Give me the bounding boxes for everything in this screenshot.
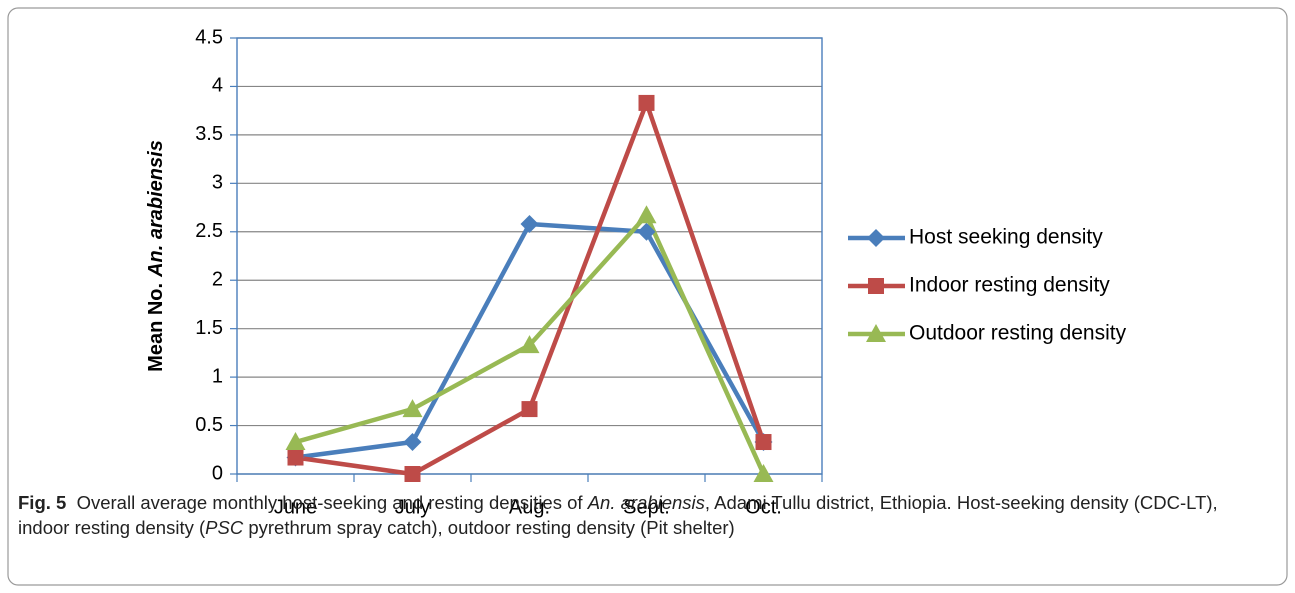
caption-run: An. arabiensis [587, 492, 705, 513]
caption-run: pyrethrum spray catch), outdoor resting … [243, 517, 735, 538]
legend-marker [867, 229, 885, 247]
y-label-text: Mean No. [145, 283, 167, 372]
figure-frame [7, 7, 1288, 586]
data-point [285, 432, 306, 451]
y-tick-label: 2.5 [195, 220, 223, 242]
data-point [519, 335, 540, 354]
y-tick-label: 0.5 [195, 414, 223, 436]
data-point [402, 399, 423, 418]
data-point [755, 434, 772, 451]
caption-run: , Adami Tullu district, Ethiopia. Host-s… [18, 492, 1223, 538]
y-tick-label: 0 [212, 462, 223, 484]
y-tick-label: 4 [212, 75, 223, 97]
data-point [637, 222, 656, 241]
data-point [520, 215, 539, 234]
x-tick-label: June [274, 496, 317, 518]
data-point [404, 466, 421, 482]
data-point [287, 449, 304, 466]
legend-label: Host seeking density [909, 226, 1103, 249]
y-tick-label: 3.5 [195, 123, 223, 145]
data-point [753, 464, 774, 482]
series-line [295, 100, 766, 477]
x-tick-label: Aug. [509, 496, 550, 518]
y-label-italic: An. arabiensis [145, 140, 167, 278]
y-tick-label: 2 [212, 269, 223, 291]
x-tick-label: July [395, 496, 431, 518]
y-tick-label: 1.5 [195, 317, 223, 339]
data-point [636, 205, 657, 224]
data-point [403, 433, 422, 452]
y-tick-label: 4.5 [195, 26, 223, 48]
x-tick-label: Oct. [745, 496, 782, 518]
y-axis-label: Mean No. An. arabiensis [145, 140, 167, 372]
data-point [521, 401, 538, 418]
caption-run: Fig. 5 [18, 492, 67, 513]
y-tick-label: 3 [212, 172, 223, 194]
caption-run: Overall average monthly host-seeking and… [66, 492, 588, 513]
plot-frame [236, 37, 823, 475]
legend-label: Outdoor resting density [909, 322, 1127, 345]
y-tick-label: 1 [212, 365, 223, 387]
caption: Fig. 5 Overall average monthly host-seek… [18, 490, 1248, 540]
legend-marker [868, 278, 884, 294]
legend-label: Indoor resting density [909, 274, 1110, 297]
data-point [638, 94, 655, 111]
x-tick-label: Sept. [623, 496, 670, 518]
caption-run: PSC [205, 517, 244, 538]
legend-marker [866, 324, 886, 342]
